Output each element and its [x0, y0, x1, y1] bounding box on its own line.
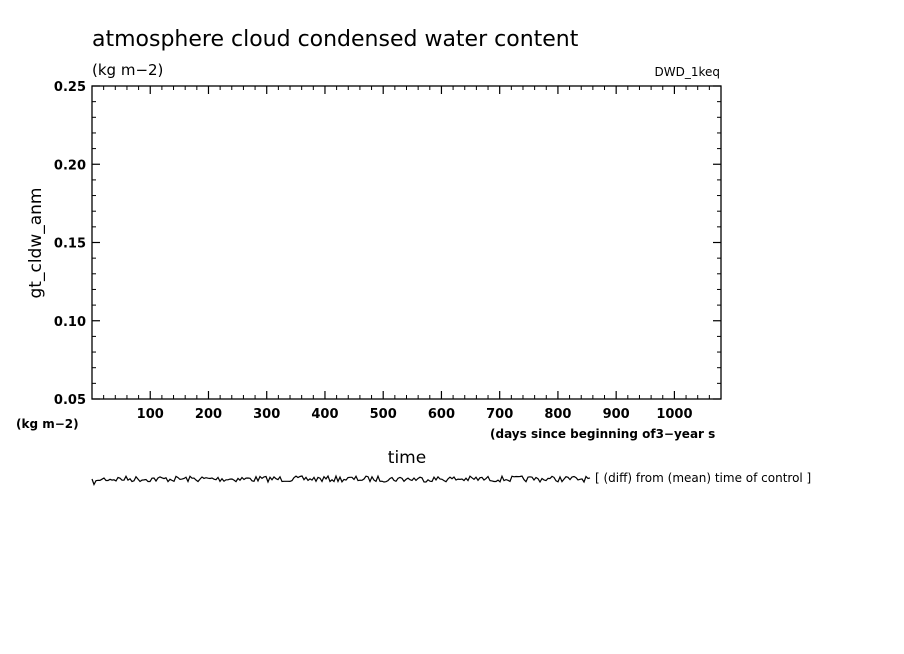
y-tick-label: 0.25 — [54, 80, 86, 95]
x-axis-title: time — [388, 448, 426, 468]
y-axis-units: (kg m−2) — [16, 417, 79, 431]
x-tick-label: 100 — [137, 407, 164, 422]
x-tick-label: 200 — [195, 407, 222, 422]
y-axis-ticks: 0.05 0.10 0.15 0.20 0.25 — [54, 80, 721, 408]
experiment-label: DWD_1keq — [654, 65, 720, 79]
y-tick-label: 0.15 — [54, 237, 86, 252]
chart-units: (kg m−2) — [92, 61, 163, 79]
x-tick-label: 500 — [370, 407, 397, 422]
y-tick-label: 0.05 — [54, 393, 86, 408]
series-line — [91, 474, 591, 486]
x-tick-label: 800 — [544, 407, 571, 422]
x-tick-label: 1000 — [656, 407, 692, 422]
x-tick-label: 300 — [253, 407, 280, 422]
x-axis-note: (days since beginning of3−year s — [490, 427, 715, 441]
chart-title: atmosphere cloud condensed water content — [92, 27, 579, 52]
x-tick-label: 900 — [603, 407, 630, 422]
overlay-label: [ (diff) from (mean) time of control ] — [595, 471, 811, 485]
y-axis-title: gt_cldw_anm — [26, 188, 46, 299]
plot-frame — [91, 85, 722, 400]
x-tick-label: 400 — [311, 407, 338, 422]
y-tick-label: 0.10 — [54, 315, 86, 330]
x-axis-ticks: 100 200 300 400 500 600 700 800 900 1000 — [103, 86, 710, 422]
x-tick-label: 600 — [428, 407, 455, 422]
x-tick-label: 700 — [486, 407, 513, 422]
y-tick-label: 0.20 — [54, 158, 86, 173]
